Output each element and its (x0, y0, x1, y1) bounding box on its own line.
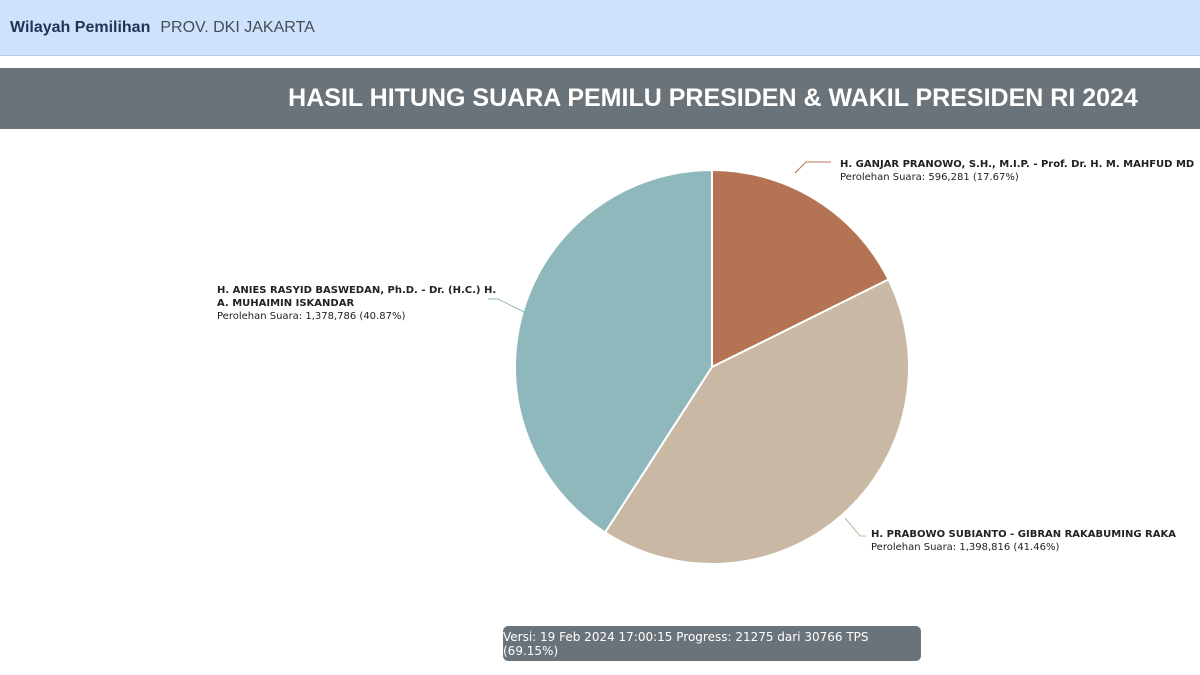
slice-name-anies-line2: A. MUHAIMIN ISKANDAR (217, 298, 355, 309)
leader-line-ganjar (794, 161, 831, 174)
slice-name-ganjar: H. GANJAR PRANOWO, S.H., M.I.P. - Prof. … (840, 159, 1195, 170)
slice-votes-prabowo: Perolehan Suara: 1,398,816 (41.46%) (871, 542, 1060, 553)
slice-label-anies: H. ANIES RASYID BASWEDAN, Ph.D. - Dr. (H… (217, 284, 496, 323)
slice-label-prabowo: H. PRABOWO SUBIANTO - GIBRAN RAKABUMING … (871, 528, 1176, 554)
vote-pie-chart (488, 161, 910, 565)
pie-slice-ganjar[interactable] (711, 168, 890, 369)
slice-name-prabowo: H. PRABOWO SUBIANTO - GIBRAN RAKABUMING … (871, 529, 1176, 540)
slice-votes-ganjar: Perolehan Suara: 596,281 (17.67%) (840, 172, 1019, 183)
page-title: HASIL HITUNG SUARA PEMILU PRESIDEN & WAK… (0, 68, 1200, 129)
slice-label-ganjar: H. GANJAR PRANOWO, S.H., M.I.P. - Prof. … (840, 158, 1194, 184)
slice-votes-anies: Perolehan Suara: 1,378,786 (40.87%) (217, 311, 406, 322)
region-header: Wilayah Pemilihan PROV. DKI JAKARTA (0, 0, 1200, 56)
leader-line-prabowo (844, 517, 866, 537)
region-label: Wilayah Pemilihan (10, 18, 151, 36)
region-value: PROV. DKI JAKARTA (160, 18, 315, 36)
slice-name-anies-line1: H. ANIES RASYID BASWEDAN, Ph.D. - Dr. (H… (217, 285, 497, 296)
version-progress-badge: Versi: 19 Feb 2024 17:00:15 Progress: 21… (503, 626, 921, 661)
pie-slice-prabowo[interactable] (603, 278, 910, 565)
leader-line-anies (488, 298, 525, 313)
